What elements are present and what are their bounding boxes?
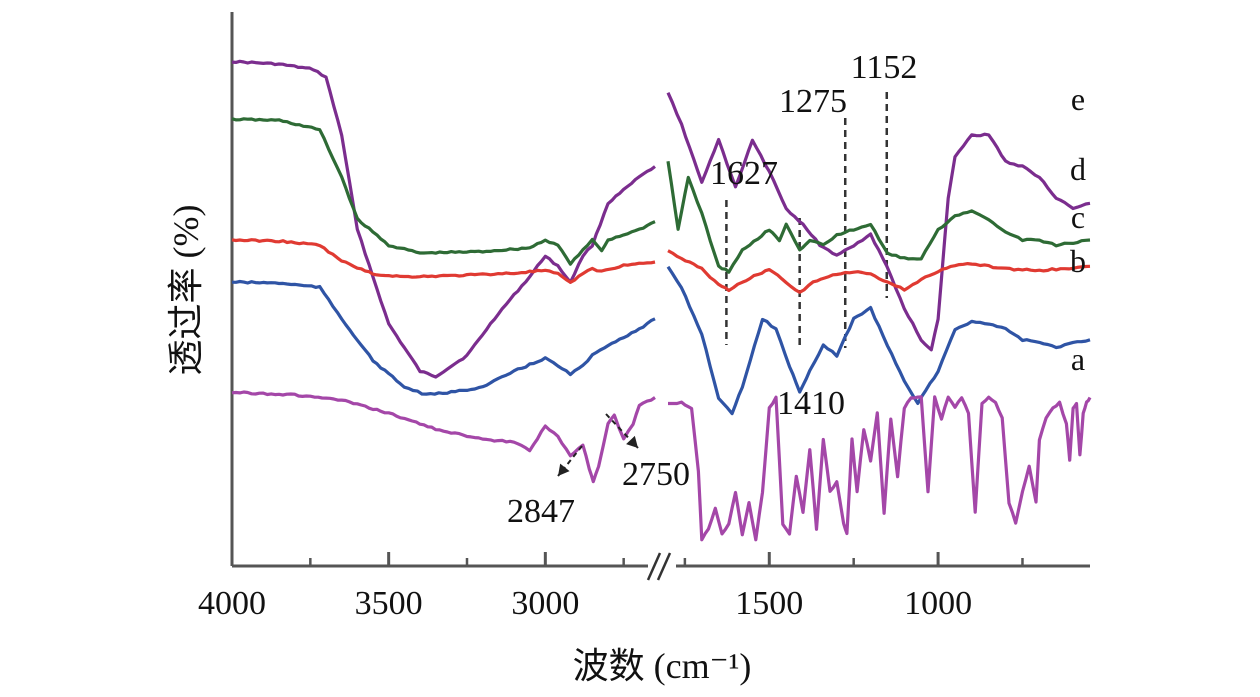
arrow-2847-head <box>558 463 570 476</box>
series-e-line-left <box>231 59 656 379</box>
series-a-line-right <box>668 395 1092 542</box>
peak-label-2847: 2847 <box>507 493 575 530</box>
series-d-line-right <box>666 160 1091 274</box>
x-tick-label: 1000 <box>904 585 972 622</box>
x-axis-title: 波数 (cm⁻¹) <box>573 646 752 686</box>
peak-label-1410: 1410 <box>777 385 845 422</box>
series-label-e: e <box>1071 81 1085 117</box>
labels: 4000 3500 3000 1500 1000 波数 (cm⁻¹) 透过率 (%) edcb… <box>166 49 1086 686</box>
series-a-line-left <box>231 390 656 484</box>
series-d-line-left <box>231 117 656 266</box>
reference-lines <box>725 92 889 350</box>
x-tick-label: 1500 <box>735 585 803 622</box>
x-tick-label: 3000 <box>511 585 579 622</box>
series-c-line-left <box>231 238 656 284</box>
x-tick-label: 3500 <box>355 585 423 622</box>
axis-break-mark <box>656 552 672 581</box>
peak-label-1627: 1627 <box>710 155 778 192</box>
series-group <box>231 59 1092 542</box>
series-label-a: a <box>1071 341 1085 377</box>
peak-label-1152: 1152 <box>851 49 918 86</box>
series-label-c: c <box>1071 199 1085 235</box>
series-label-b: b <box>1070 243 1086 279</box>
series-b-line-left <box>231 279 656 396</box>
axis-break-mark <box>646 552 662 581</box>
series-b-line-right <box>666 265 1091 416</box>
peak-label-1275: 1275 <box>779 83 847 120</box>
series-e-line-right <box>666 92 1091 352</box>
arrow-2750-head <box>626 435 638 448</box>
y-axis-title: 透过率 (%) <box>166 205 206 376</box>
axes <box>230 12 1090 581</box>
peak-label-2750: 2750 <box>622 456 690 493</box>
series-c-line-right <box>667 249 1091 294</box>
arrow-2847-shaft <box>557 445 583 477</box>
x-tick-label: 4000 <box>198 585 266 622</box>
series-label-d: d <box>1070 151 1086 187</box>
